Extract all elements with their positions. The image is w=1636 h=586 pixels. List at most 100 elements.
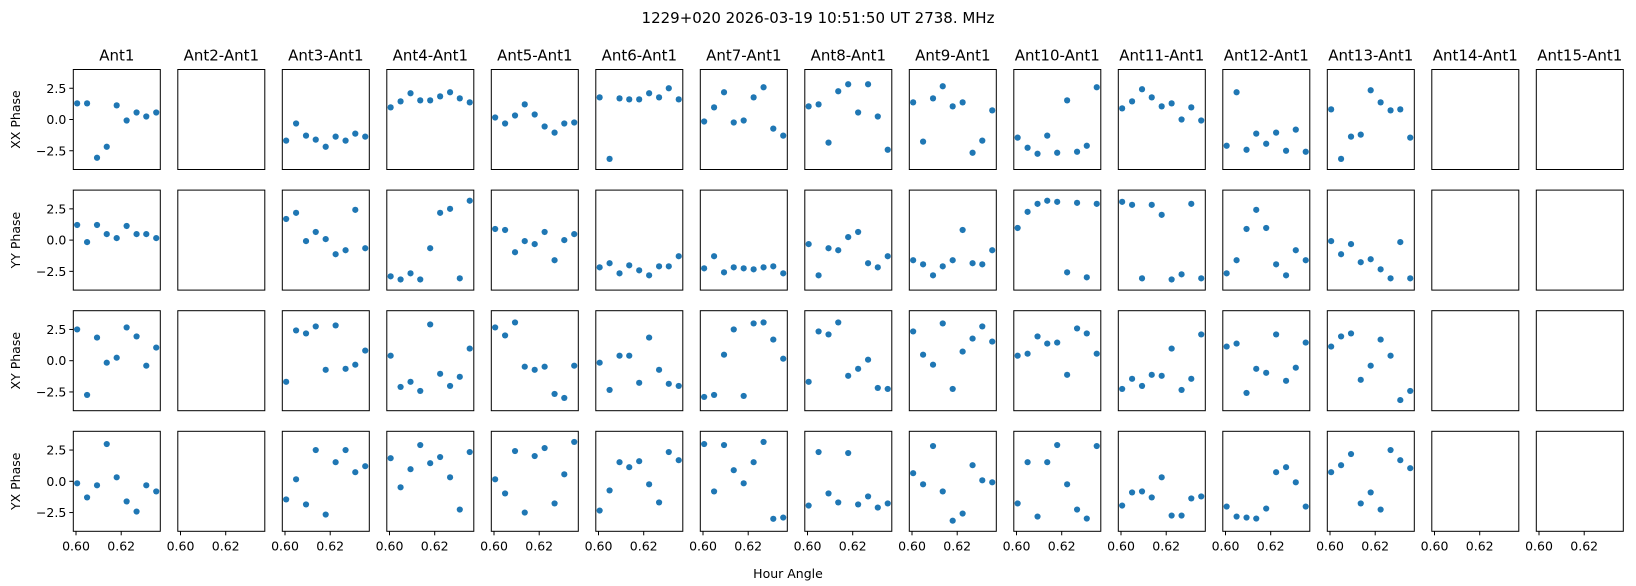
data-point xyxy=(910,328,917,335)
data-point xyxy=(1347,241,1355,248)
data-point xyxy=(1387,446,1394,454)
data-point xyxy=(456,506,463,513)
x-tick-label: 0.60 xyxy=(376,538,404,553)
subplot-title: Ant9-Ant1 xyxy=(915,47,990,65)
data-point xyxy=(606,487,613,494)
data-point xyxy=(1148,94,1155,101)
data-point xyxy=(1263,505,1270,512)
data-point xyxy=(501,226,509,234)
y-tick-label: −2.5 xyxy=(36,264,66,279)
data-point xyxy=(407,466,414,473)
subplot-ant5-ant1-yy xyxy=(490,189,579,291)
subplot-ant13-ant1-yx: 0.60 0.62 xyxy=(1316,430,1415,553)
data-point xyxy=(561,394,568,402)
axes-frame xyxy=(595,430,684,532)
data-point xyxy=(636,458,643,465)
data-point xyxy=(949,517,956,524)
data-point xyxy=(397,383,404,391)
data-point xyxy=(1014,224,1021,232)
data-point xyxy=(929,95,937,102)
data-point xyxy=(855,365,862,372)
data-point xyxy=(143,231,150,238)
data-point xyxy=(1337,251,1345,258)
data-point xyxy=(1273,331,1280,338)
data-point xyxy=(1064,269,1071,276)
data-point xyxy=(1198,117,1205,124)
data-point xyxy=(959,99,966,106)
subplot-ant6-ant1-xy xyxy=(595,310,684,412)
data-point xyxy=(1148,371,1155,378)
data-point xyxy=(1158,103,1165,110)
data-point xyxy=(113,354,120,361)
data-point xyxy=(825,490,832,497)
x-tick-label: 0.60 xyxy=(62,538,90,553)
data-point xyxy=(1357,259,1364,266)
data-point xyxy=(1397,457,1404,464)
data-point xyxy=(701,118,708,125)
data-point xyxy=(730,264,737,271)
subplot-ant7-ant1-xx: Ant7-Ant1 xyxy=(699,47,788,170)
data-point xyxy=(1093,350,1100,357)
y-axis-label: YY Phase xyxy=(8,212,23,270)
x-tick-label: 0.62 xyxy=(107,538,135,553)
data-point xyxy=(1387,275,1394,282)
data-point xyxy=(1034,200,1041,207)
data-point xyxy=(864,493,872,500)
data-point xyxy=(83,391,91,399)
data-point xyxy=(1253,515,1260,522)
axes-frame xyxy=(177,310,266,412)
data-point xyxy=(561,237,568,244)
data-point xyxy=(626,262,633,269)
data-point xyxy=(437,370,444,377)
data-point xyxy=(939,320,946,327)
data-point xyxy=(874,504,881,511)
data-point xyxy=(780,514,787,521)
axes-frame xyxy=(1117,69,1206,170)
data-point xyxy=(855,501,862,508)
data-point xyxy=(989,247,996,254)
data-point xyxy=(1073,506,1081,513)
data-point xyxy=(113,474,120,481)
x-tick-label: 0.60 xyxy=(1316,538,1344,553)
subplot-title: Ant6-Ant1 xyxy=(602,47,677,65)
x-tick-label: 0.62 xyxy=(212,538,240,553)
data-point xyxy=(1243,389,1250,397)
data-point xyxy=(332,459,339,466)
data-point xyxy=(332,133,339,140)
axes-frame xyxy=(1431,189,1520,291)
data-point xyxy=(531,241,538,248)
data-point xyxy=(1223,343,1230,350)
axes-frame xyxy=(908,189,997,291)
data-point xyxy=(1158,372,1165,379)
axes-frame xyxy=(1326,69,1415,170)
data-point xyxy=(1178,271,1185,278)
axes-frame xyxy=(490,69,579,170)
data-point xyxy=(153,488,160,495)
data-point xyxy=(387,104,394,111)
axes-frame xyxy=(699,189,788,291)
data-point xyxy=(1263,369,1270,376)
data-point xyxy=(884,385,891,393)
data-point xyxy=(845,81,852,88)
data-point xyxy=(1387,352,1394,359)
axes-frame xyxy=(177,69,266,170)
data-point xyxy=(1178,116,1185,123)
data-point xyxy=(606,386,613,394)
data-point xyxy=(929,361,937,368)
data-point xyxy=(342,365,349,372)
axes-frame xyxy=(1222,69,1311,170)
data-point xyxy=(1233,89,1240,96)
data-point xyxy=(446,89,454,96)
data-point xyxy=(655,263,663,270)
data-point xyxy=(541,123,548,130)
data-point xyxy=(322,143,329,150)
data-point xyxy=(1233,513,1240,520)
x-tick-label: 0.62 xyxy=(630,538,658,553)
y-tick-label: 2.5 xyxy=(46,201,66,216)
data-point xyxy=(1292,126,1299,133)
subplot-ant7-ant1-yx: 0.60 0.62 xyxy=(689,430,788,553)
data-point xyxy=(322,236,329,243)
data-point xyxy=(417,387,424,395)
data-point xyxy=(1328,238,1335,245)
data-point xyxy=(1178,386,1185,394)
